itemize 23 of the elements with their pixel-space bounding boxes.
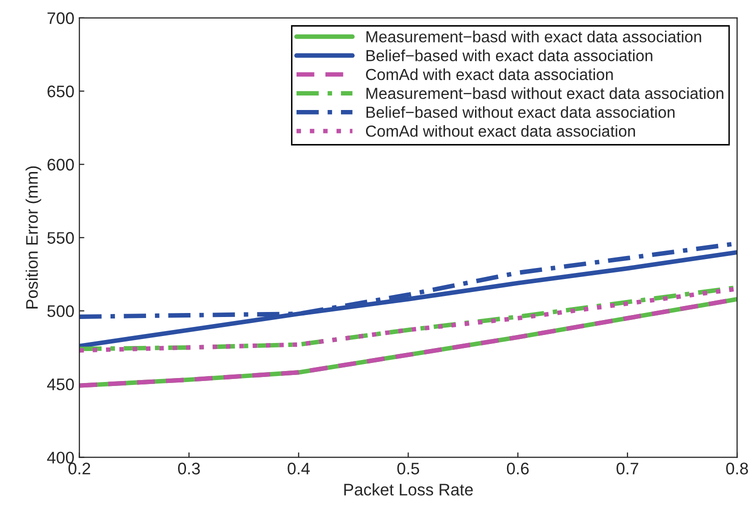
- y-tick-label: 450: [47, 378, 74, 390]
- y-tick-label: 600: [48, 158, 74, 171]
- legend-label: ComAd with exact data association: [366, 68, 613, 80]
- legend-label: Measurement−basd without exact data association: [366, 87, 724, 100]
- x-tick-label: 0.3: [178, 462, 200, 474]
- y-tick-label: 650: [48, 86, 74, 98]
- x-axis-title: Packet Loss Rate: [344, 483, 473, 496]
- x-tick-label: 0.4: [288, 462, 310, 474]
- x-tick-label: 0.8: [726, 462, 748, 474]
- y-tick-label: 500: [47, 305, 74, 318]
- legend-label: Belief−based without exact data association: [366, 106, 674, 118]
- y-axis-title: Position Error (mm): [26, 166, 42, 308]
- y-tick-label: 700: [48, 12, 74, 24]
- x-tick-label: 0.5: [397, 462, 420, 474]
- line-series: [79, 296, 738, 388]
- legend-label: ComAd without exact data association: [366, 125, 635, 137]
- y-tick-label: 550: [47, 232, 74, 244]
- x-tick-label: 0.7: [616, 462, 638, 474]
- x-tick-label: 0.6: [506, 462, 529, 474]
- legend-label: Belief−based with exact data association: [366, 50, 652, 62]
- legend-label: Measurement−basd with exact data association: [366, 30, 702, 42]
- x-tick-label: 0.2: [68, 462, 90, 474]
- y-tick-label: 400: [47, 452, 74, 464]
